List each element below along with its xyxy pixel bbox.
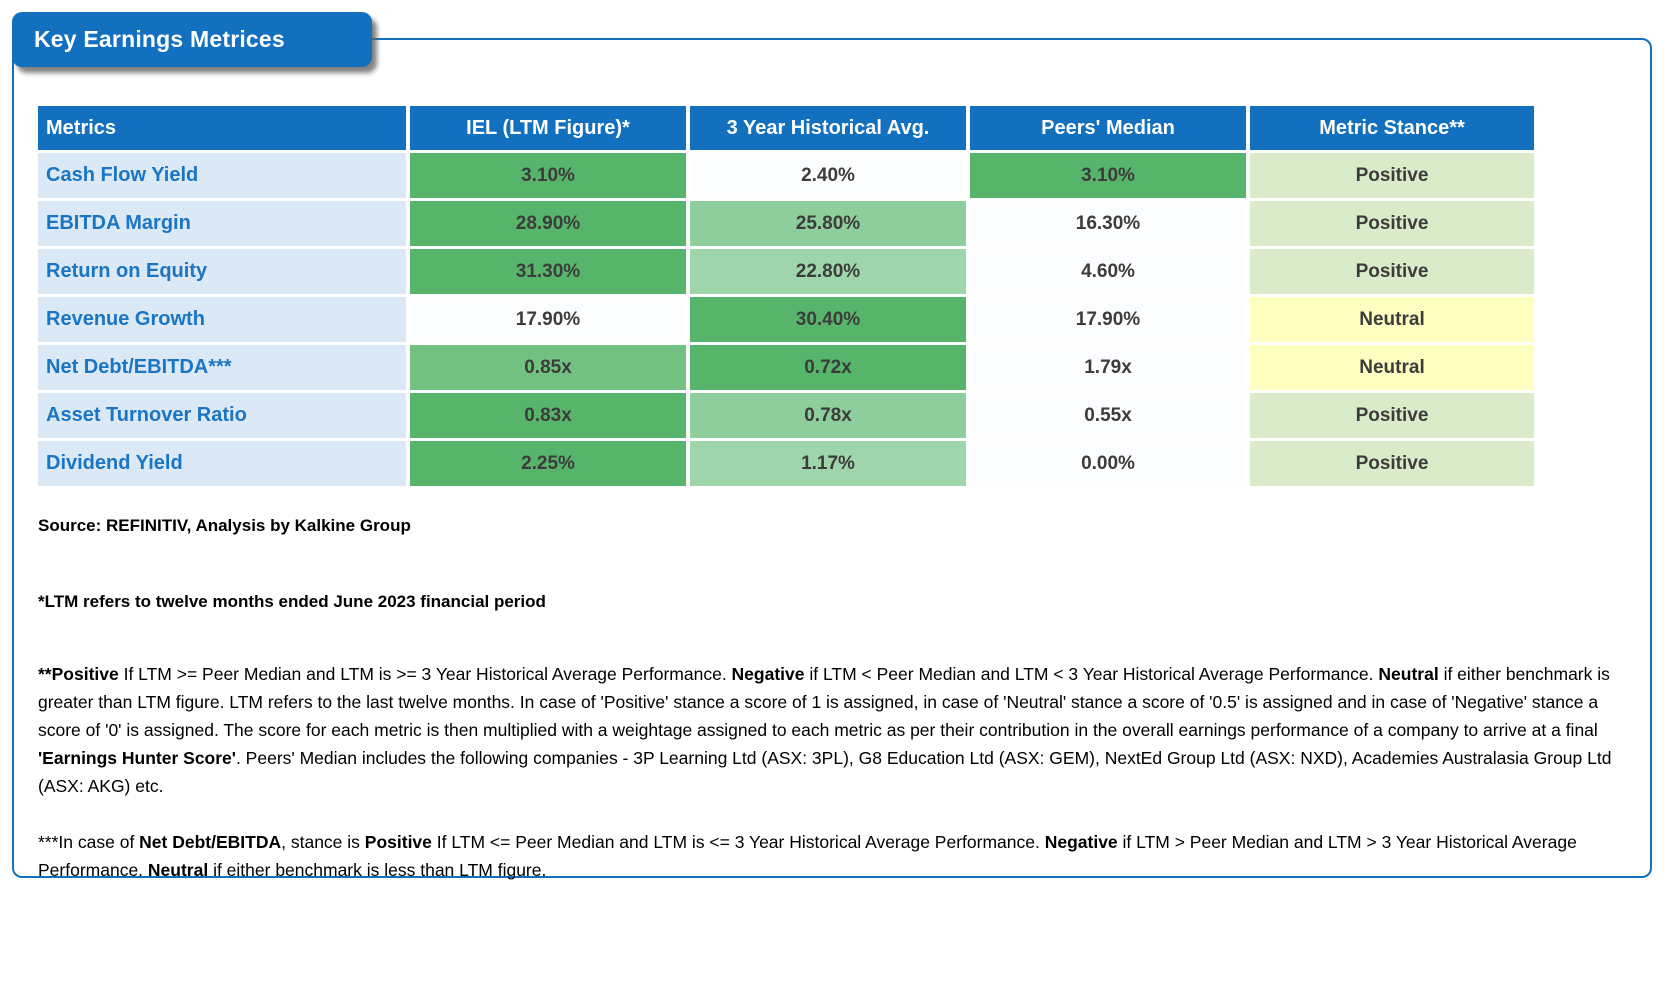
panel-title: Key Earnings Metrices	[12, 12, 372, 67]
historical-avg-value: 0.78x	[690, 393, 966, 438]
iel-value: 17.90%	[410, 297, 686, 342]
peers-median-value: 0.55x	[970, 393, 1246, 438]
iel-value: 3.10%	[410, 153, 686, 198]
metric-name: Dividend Yield	[38, 441, 406, 486]
iel-value: 0.83x	[410, 393, 686, 438]
historical-avg-value: 0.72x	[690, 345, 966, 390]
historical-avg-value: 1.17%	[690, 441, 966, 486]
peers-median-value: 3.10%	[970, 153, 1246, 198]
stance-value: Neutral	[1250, 297, 1534, 342]
stance-value: Positive	[1250, 393, 1534, 438]
historical-avg-value: 2.40%	[690, 153, 966, 198]
metric-name: Return on Equity	[38, 249, 406, 294]
metric-name: Net Debt/EBITDA***	[38, 345, 406, 390]
iel-value: 28.90%	[410, 201, 686, 246]
col-header-peers-median: Peers' Median	[970, 106, 1246, 150]
historical-avg-value: 25.80%	[690, 201, 966, 246]
panel-content: Metrics IEL (LTM Figure)* 3 Year Histori…	[14, 40, 1650, 884]
stance-value: Neutral	[1250, 345, 1534, 390]
peers-median-value: 1.79x	[970, 345, 1246, 390]
iel-value: 2.25%	[410, 441, 686, 486]
stance-value: Positive	[1250, 201, 1534, 246]
source-note: Source: REFINITIV, Analysis by Kalkine G…	[38, 516, 411, 535]
metric-name: Cash Flow Yield	[38, 153, 406, 198]
metric-name: EBITDA Margin	[38, 201, 406, 246]
iel-value: 31.30%	[410, 249, 686, 294]
col-header-iel: IEL (LTM Figure)*	[410, 106, 686, 150]
metric-name: Revenue Growth	[38, 297, 406, 342]
historical-avg-value: 30.40%	[690, 297, 966, 342]
key-earnings-table: Metrics IEL (LTM Figure)* 3 Year Histori…	[38, 106, 1534, 486]
footnotes: Source: REFINITIV, Analysis by Kalkine G…	[38, 516, 1632, 884]
peers-median-value: 4.60%	[970, 249, 1246, 294]
netdebt-definition-note: ***In case of Net Debt/EBITDA, stance is…	[38, 832, 1577, 880]
ltm-note: *LTM refers to twelve months ended June …	[38, 592, 546, 611]
col-header-metrics: Metrics	[38, 106, 406, 150]
iel-value: 0.85x	[410, 345, 686, 390]
col-header-historical-avg: 3 Year Historical Avg.	[690, 106, 966, 150]
report-panel: Key Earnings Metrices Metrics IEL (LTM F…	[12, 12, 1652, 880]
peers-median-value: 16.30%	[970, 201, 1246, 246]
historical-avg-value: 22.80%	[690, 249, 966, 294]
stance-value: Positive	[1250, 441, 1534, 486]
col-header-metric-stance: Metric Stance**	[1250, 106, 1534, 150]
peers-median-value: 0.00%	[970, 441, 1246, 486]
stance-value: Positive	[1250, 153, 1534, 198]
metric-name: Asset Turnover Ratio	[38, 393, 406, 438]
stance-definition-note: **Positive If LTM >= Peer Median and LTM…	[38, 664, 1612, 796]
peers-median-value: 17.90%	[970, 297, 1246, 342]
stance-value: Positive	[1250, 249, 1534, 294]
